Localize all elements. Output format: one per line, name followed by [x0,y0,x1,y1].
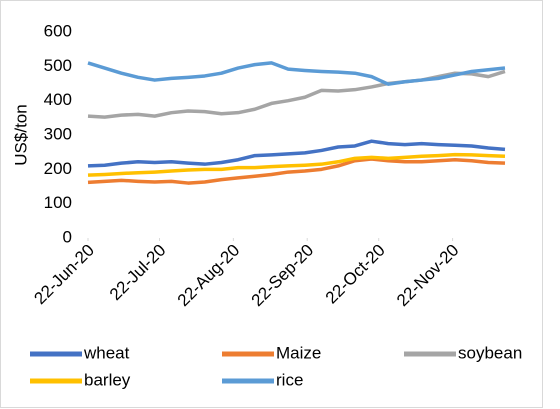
legend-label: soybean [458,343,522,362]
legend-label: Maize [276,343,321,362]
legend-label: rice [276,370,303,389]
legend-label: barley [84,370,131,389]
y-tick-label: 300 [44,124,72,143]
y-tick-label: 100 [44,193,72,212]
legend-label: wheat [83,343,130,362]
y-tick-label: 500 [44,56,72,75]
y-tick-label: 200 [44,159,72,178]
series-line [87,139,506,168]
y-axis-label: US$/ton [11,104,30,165]
series-line [87,152,506,177]
series-line [87,61,506,86]
chart-border [0,0,543,408]
y-tick-label: 400 [44,90,72,109]
y-tick-label: 600 [44,21,72,40]
series-line [87,157,506,185]
y-tick-label: 0 [63,227,72,246]
